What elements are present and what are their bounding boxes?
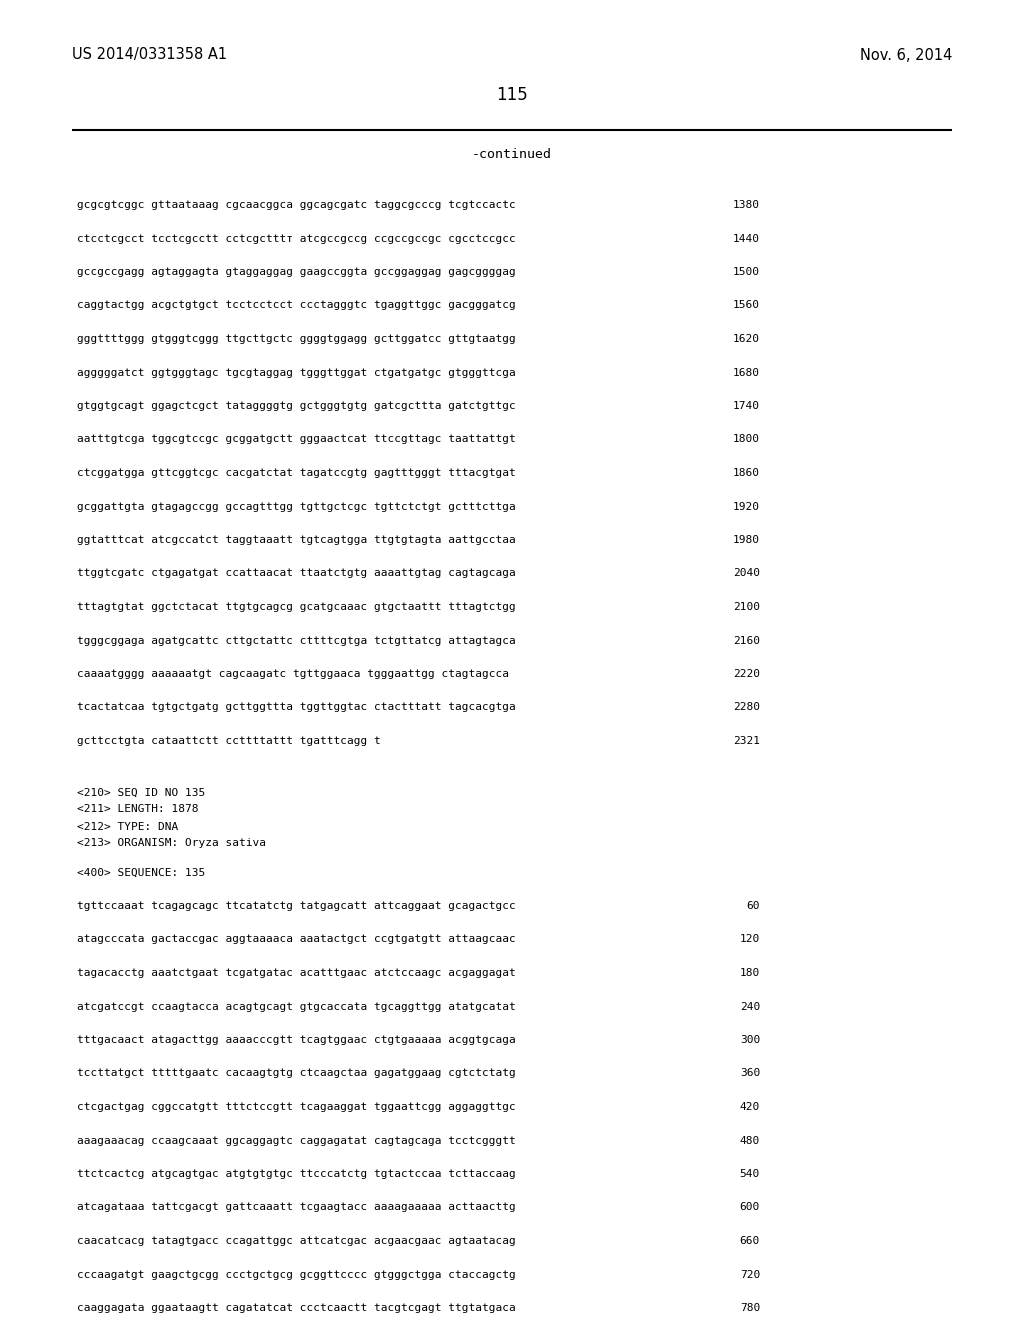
Text: <212> TYPE: DNA: <212> TYPE: DNA bbox=[77, 821, 178, 832]
Text: 180: 180 bbox=[739, 968, 760, 978]
Text: 420: 420 bbox=[739, 1102, 760, 1111]
Text: cccaagatgt gaagctgcgg ccctgctgcg gcggttcccc gtgggctgga ctaccagctg: cccaagatgt gaagctgcgg ccctgctgcg gcggttc… bbox=[77, 1270, 516, 1279]
Text: 2280: 2280 bbox=[733, 702, 760, 713]
Text: 600: 600 bbox=[739, 1203, 760, 1213]
Text: gcttcctgta cataattctt ccttttattt tgatttcagg t: gcttcctgta cataattctt ccttttattt tgatttc… bbox=[77, 737, 381, 746]
Text: <211> LENGTH: 1878: <211> LENGTH: 1878 bbox=[77, 804, 199, 814]
Text: 2100: 2100 bbox=[733, 602, 760, 612]
Text: atcagataaa tattcgacgt gattcaaatt tcgaagtacc aaaagaaaaa acttaacttg: atcagataaa tattcgacgt gattcaaatt tcgaagt… bbox=[77, 1203, 516, 1213]
Text: 1860: 1860 bbox=[733, 469, 760, 478]
Text: -continued: -continued bbox=[472, 149, 552, 161]
Text: 2040: 2040 bbox=[733, 569, 760, 578]
Text: 1500: 1500 bbox=[733, 267, 760, 277]
Text: tagacacctg aaatctgaat tcgatgatac acatttgaac atctccaagc acgaggagat: tagacacctg aaatctgaat tcgatgatac acatttg… bbox=[77, 968, 516, 978]
Text: agggggatct ggtgggtagc tgcgtaggag tgggttggat ctgatgatgc gtgggttcga: agggggatct ggtgggtagc tgcgtaggag tgggttg… bbox=[77, 367, 516, 378]
Text: gccgccgagg agtaggagta gtaggaggag gaagccggta gccggaggag gagcggggag: gccgccgagg agtaggagta gtaggaggag gaagccg… bbox=[77, 267, 516, 277]
Text: gcggattgta gtagagccgg gccagtttgg tgttgctcgc tgttctctgt gctttcttga: gcggattgta gtagagccgg gccagtttgg tgttgct… bbox=[77, 502, 516, 511]
Text: caaaatgggg aaaaaatgt cagcaagatc tgttggaaca tgggaattgg ctagtagcca: caaaatgggg aaaaaatgt cagcaagatc tgttggaa… bbox=[77, 669, 509, 678]
Text: tttagtgtat ggctctacat ttgtgcagcg gcatgcaaac gtgctaattt tttagtctgg: tttagtgtat ggctctacat ttgtgcagcg gcatgca… bbox=[77, 602, 516, 612]
Text: 1800: 1800 bbox=[733, 434, 760, 445]
Text: tcactatcaa tgtgctgatg gcttggttta tggttggtac ctactttatt tagcacgtga: tcactatcaa tgtgctgatg gcttggttta tggttgg… bbox=[77, 702, 516, 713]
Text: ggtatttcat atcgccatct taggtaaatt tgtcagtgga ttgtgtagta aattgcctaa: ggtatttcat atcgccatct taggtaaatt tgtcagt… bbox=[77, 535, 516, 545]
Text: tgttccaaat tcagagcagc ttcatatctg tatgagcatt attcaggaat gcagactgcc: tgttccaaat tcagagcagc ttcatatctg tatgagc… bbox=[77, 902, 516, 911]
Text: atagcccata gactaccgac aggtaaaaca aaatactgct ccgtgatgtt attaagcaac: atagcccata gactaccgac aggtaaaaca aaatact… bbox=[77, 935, 516, 945]
Text: 720: 720 bbox=[739, 1270, 760, 1279]
Text: 1920: 1920 bbox=[733, 502, 760, 511]
Text: 120: 120 bbox=[739, 935, 760, 945]
Text: 240: 240 bbox=[739, 1002, 760, 1011]
Text: caggtactgg acgctgtgct tcctcctcct ccctagggtc tgaggttggc gacgggatcg: caggtactgg acgctgtgct tcctcctcct ccctagg… bbox=[77, 301, 516, 310]
Text: <400> SEQUENCE: 135: <400> SEQUENCE: 135 bbox=[77, 867, 205, 878]
Text: 1380: 1380 bbox=[733, 201, 760, 210]
Text: 1980: 1980 bbox=[733, 535, 760, 545]
Text: 1560: 1560 bbox=[733, 301, 760, 310]
Text: 300: 300 bbox=[739, 1035, 760, 1045]
Text: US 2014/0331358 A1: US 2014/0331358 A1 bbox=[72, 48, 227, 62]
Text: 1620: 1620 bbox=[733, 334, 760, 345]
Text: <213> ORGANISM: Oryza sativa: <213> ORGANISM: Oryza sativa bbox=[77, 838, 266, 849]
Text: ctcctcgcct tcctcgcctt cctcgctttт atcgccgccg ccgccgccgc cgcctccgcc: ctcctcgcct tcctcgcctt cctcgctttт atcgccg… bbox=[77, 234, 516, 243]
Text: aaagaaacag ccaagcaaat ggcaggagtc caggagatat cagtagcaga tcctcgggtt: aaagaaacag ccaagcaaat ggcaggagtc caggaga… bbox=[77, 1135, 516, 1146]
Text: Nov. 6, 2014: Nov. 6, 2014 bbox=[859, 48, 952, 62]
Text: gggttttggg gtgggtcggg ttgcttgctc ggggtggagg gcttggatcc gttgtaatgg: gggttttggg gtgggtcggg ttgcttgctc ggggtgg… bbox=[77, 334, 516, 345]
Text: 360: 360 bbox=[739, 1068, 760, 1078]
Text: 780: 780 bbox=[739, 1303, 760, 1313]
Text: caacatcacg tatagtgacc ccagattggc attcatcgac acgaacgaac agtaatacag: caacatcacg tatagtgacc ccagattggc attcatc… bbox=[77, 1236, 516, 1246]
Text: ctcgactgag cggccatgtt tttctccgtt tcagaaggat tggaattcgg aggaggttgc: ctcgactgag cggccatgtt tttctccgtt tcagaag… bbox=[77, 1102, 516, 1111]
Text: 60: 60 bbox=[746, 902, 760, 911]
Text: gcgcgtcggc gttaataaag cgcaacggca ggcagcgatc taggcgcccg tcgtccactc: gcgcgtcggc gttaataaag cgcaacggca ggcagcg… bbox=[77, 201, 516, 210]
Text: ctcggatgga gttcggtcgc cacgatctat tagatccgtg gagtttgggt tttacgtgat: ctcggatgga gttcggtcgc cacgatctat tagatcc… bbox=[77, 469, 516, 478]
Text: 2220: 2220 bbox=[733, 669, 760, 678]
Text: atcgatccgt ccaagtacca acagtgcagt gtgcaccata tgcaggttgg atatgcatat: atcgatccgt ccaagtacca acagtgcagt gtgcacc… bbox=[77, 1002, 516, 1011]
Text: <210> SEQ ID NO 135: <210> SEQ ID NO 135 bbox=[77, 788, 205, 797]
Text: aatttgtcga tggcgtccgc gcggatgctt gggaactcat ttccgttagc taattattgt: aatttgtcga tggcgtccgc gcggatgctt gggaact… bbox=[77, 434, 516, 445]
Text: tccttatgct tttttgaatc cacaagtgtg ctcaagctaa gagatggaag cgtctctatg: tccttatgct tttttgaatc cacaagtgtg ctcaagc… bbox=[77, 1068, 516, 1078]
Text: tgggcggaga agatgcattc cttgctattc cttttcgtga tctgttatcg attagtagca: tgggcggaga agatgcattc cttgctattc cttttcg… bbox=[77, 635, 516, 645]
Text: ttggtcgatc ctgagatgat ccattaacat ttaatctgtg aaaattgtag cagtagcaga: ttggtcgatc ctgagatgat ccattaacat ttaatct… bbox=[77, 569, 516, 578]
Text: gtggtgcagt ggagctcgct tataggggtg gctgggtgtg gatcgcttta gatctgttgc: gtggtgcagt ggagctcgct tataggggtg gctgggt… bbox=[77, 401, 516, 411]
Text: 1440: 1440 bbox=[733, 234, 760, 243]
Text: 540: 540 bbox=[739, 1170, 760, 1179]
Text: caaggagata ggaataagtt cagatatcat ccctcaactt tacgtcgagt ttgtatgaca: caaggagata ggaataagtt cagatatcat ccctcaa… bbox=[77, 1303, 516, 1313]
Text: 115: 115 bbox=[496, 86, 528, 104]
Text: 1680: 1680 bbox=[733, 367, 760, 378]
Text: tttgacaact atagacttgg aaaacccgtt tcagtggaac ctgtgaaaaa acggtgcaga: tttgacaact atagacttgg aaaacccgtt tcagtgg… bbox=[77, 1035, 516, 1045]
Text: 2321: 2321 bbox=[733, 737, 760, 746]
Text: 1740: 1740 bbox=[733, 401, 760, 411]
Text: 660: 660 bbox=[739, 1236, 760, 1246]
Text: 480: 480 bbox=[739, 1135, 760, 1146]
Text: 2160: 2160 bbox=[733, 635, 760, 645]
Text: ttctcactcg atgcagtgac atgtgtgtgc ttcccatctg tgtactccaa tcttaccaag: ttctcactcg atgcagtgac atgtgtgtgc ttcccat… bbox=[77, 1170, 516, 1179]
